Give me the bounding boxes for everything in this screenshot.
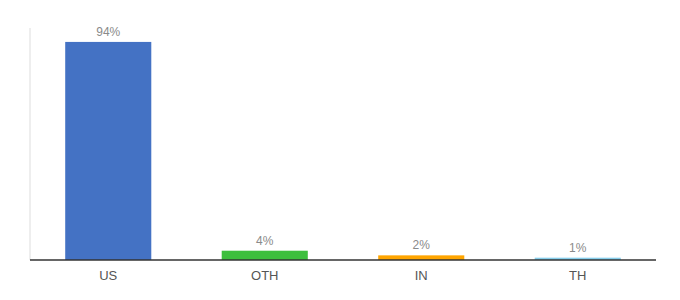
x-tick-label: OTH (251, 268, 278, 283)
y-axis-line (30, 28, 31, 260)
chart-container: US OTH IN TH 94% 4% 2% 1% (0, 0, 680, 300)
chart: US OTH IN TH 94% 4% 2% 1% (0, 0, 680, 300)
data-label: 4% (256, 234, 274, 248)
x-tick-label: TH (569, 268, 586, 283)
bar (65, 42, 151, 260)
x-axis-line (30, 259, 656, 261)
bar (222, 251, 308, 260)
x-tick-label: US (99, 268, 117, 283)
bars (65, 42, 621, 260)
data-label: 1% (569, 241, 587, 255)
data-label: 2% (413, 238, 431, 252)
x-tick-label: IN (415, 268, 428, 283)
data-label: 94% (96, 25, 120, 39)
